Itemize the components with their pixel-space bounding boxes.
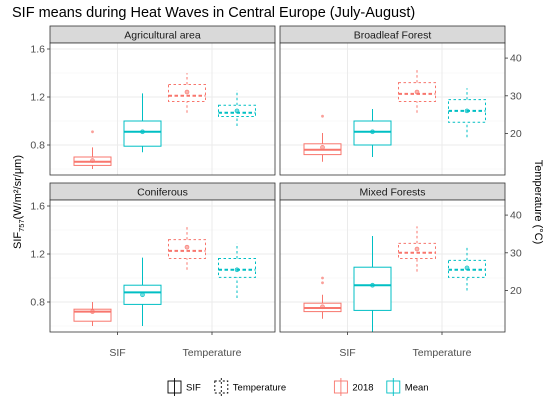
box-mean-point <box>464 108 470 114</box>
box-mean-point <box>370 129 375 135</box>
panel-agricultural-area: Agricultural area 0.8 1.2 1.6 <box>30 25 276 176</box>
x-tick-label: Temperature <box>183 347 242 359</box>
y-axis-right-title: Temperature (°C) <box>532 160 544 244</box>
box-mean-point <box>184 89 190 95</box>
box-temperature-2018 <box>168 73 206 113</box>
x-tick-label: Temperature <box>413 347 472 359</box>
panel-coniferous: Coniferous 0.8 1.2 1.6 SIF Temperature <box>30 182 276 359</box>
y-axis-left-title: SIF757(W/m²/sr/μm) <box>12 155 26 249</box>
outlier-point <box>91 130 94 134</box>
strip-label: Coniferous <box>137 187 188 199</box>
box-mean-point <box>90 158 95 163</box>
y-left-tick-label: 1.2 <box>30 249 45 261</box>
box-mean-point <box>464 265 470 271</box>
outlier-point <box>321 276 324 280</box>
y-right-tick-label: 30 <box>510 247 522 259</box>
y-right-tick-label: 20 <box>510 285 522 297</box>
box-sif-2018 <box>73 302 112 326</box>
legend: SIF Temperature 2018 Mean <box>167 378 429 396</box>
box-temperature-mean <box>448 88 486 138</box>
outlier-point <box>321 114 324 118</box>
x-tick-label: SIF <box>109 347 125 359</box>
facet-panels: Agricultural area 0.8 1.2 1.6 Broadleaf Fore… <box>30 25 522 359</box>
box-temperature-mean <box>218 90 256 126</box>
box-sif-mean <box>123 93 162 153</box>
box-temperature-2018 <box>168 226 206 270</box>
box-mean-point <box>184 244 190 250</box>
box-mean-point <box>414 89 420 95</box>
panel-mixed-forests: Mixed Forests 20 30 40 SIF Temperature <box>279 182 522 359</box>
box-sif-mean <box>353 236 392 332</box>
box-mean-point <box>414 246 420 252</box>
legend-key-mean: Mean <box>386 378 429 396</box>
box-sif-mean <box>353 109 392 157</box>
outlier-point <box>321 281 324 285</box>
legend-label: Mean <box>405 383 429 394</box>
box-iqr <box>353 266 392 311</box>
legend-label: Temperature <box>233 383 286 394</box>
y-left-tick-label: 0.8 <box>30 140 45 152</box>
legend-key-sif: SIF <box>167 378 201 396</box>
y-right-tick-label: 20 <box>510 128 522 140</box>
box-sif-mean <box>123 257 162 326</box>
y-right-tick-label: 40 <box>510 210 522 222</box>
x-tick-label: SIF <box>339 347 355 359</box>
strip-label: Mixed Forests <box>360 187 426 199</box>
chart-title: SIF means during Heat Waves in Central E… <box>12 5 415 21</box>
y-left-tick-label: 1.2 <box>30 92 45 104</box>
box-temperature-2018 <box>398 226 436 272</box>
box-temperature-mean <box>218 243 256 299</box>
box-mean-point <box>234 267 240 273</box>
box-mean-point <box>140 129 145 135</box>
box-mean-point <box>90 309 95 314</box>
panel-border <box>49 42 276 176</box>
y-left-tick-label: 1.6 <box>30 44 45 56</box>
legend-label: SIF <box>186 383 201 394</box>
box-mean-point <box>140 292 145 298</box>
panel-border <box>279 199 506 333</box>
legend-key-temperature: Temperature <box>214 378 286 396</box>
y-right-tick-label: 30 <box>510 90 522 102</box>
panel-border <box>49 199 276 333</box>
strip-label: Broadleaf Forest <box>354 30 432 42</box>
panel-broadleaf-forest: Broadleaf Forest 20 30 40 <box>279 25 522 176</box>
panel-border <box>279 42 506 176</box>
box-mean-point <box>320 145 325 150</box>
box-mean-point <box>234 108 240 114</box>
box-sif-2018 <box>303 114 342 162</box>
box-mean-point <box>370 282 375 288</box>
y-right-tick-label: 40 <box>510 53 522 65</box>
legend-label: 2018 <box>352 383 373 394</box>
box-temperature-2018 <box>398 69 436 113</box>
strip-label: Agricultural area <box>124 30 201 42</box>
box-sif-2018 <box>73 130 112 169</box>
box-temperature-mean <box>448 247 486 291</box>
y-left-tick-label: 1.6 <box>30 201 45 213</box>
box-mean-point <box>320 304 325 310</box>
legend-key-2018: 2018 <box>333 378 374 396</box>
box-sif-2018 <box>303 276 342 319</box>
y-left-tick-label: 0.8 <box>30 297 45 309</box>
